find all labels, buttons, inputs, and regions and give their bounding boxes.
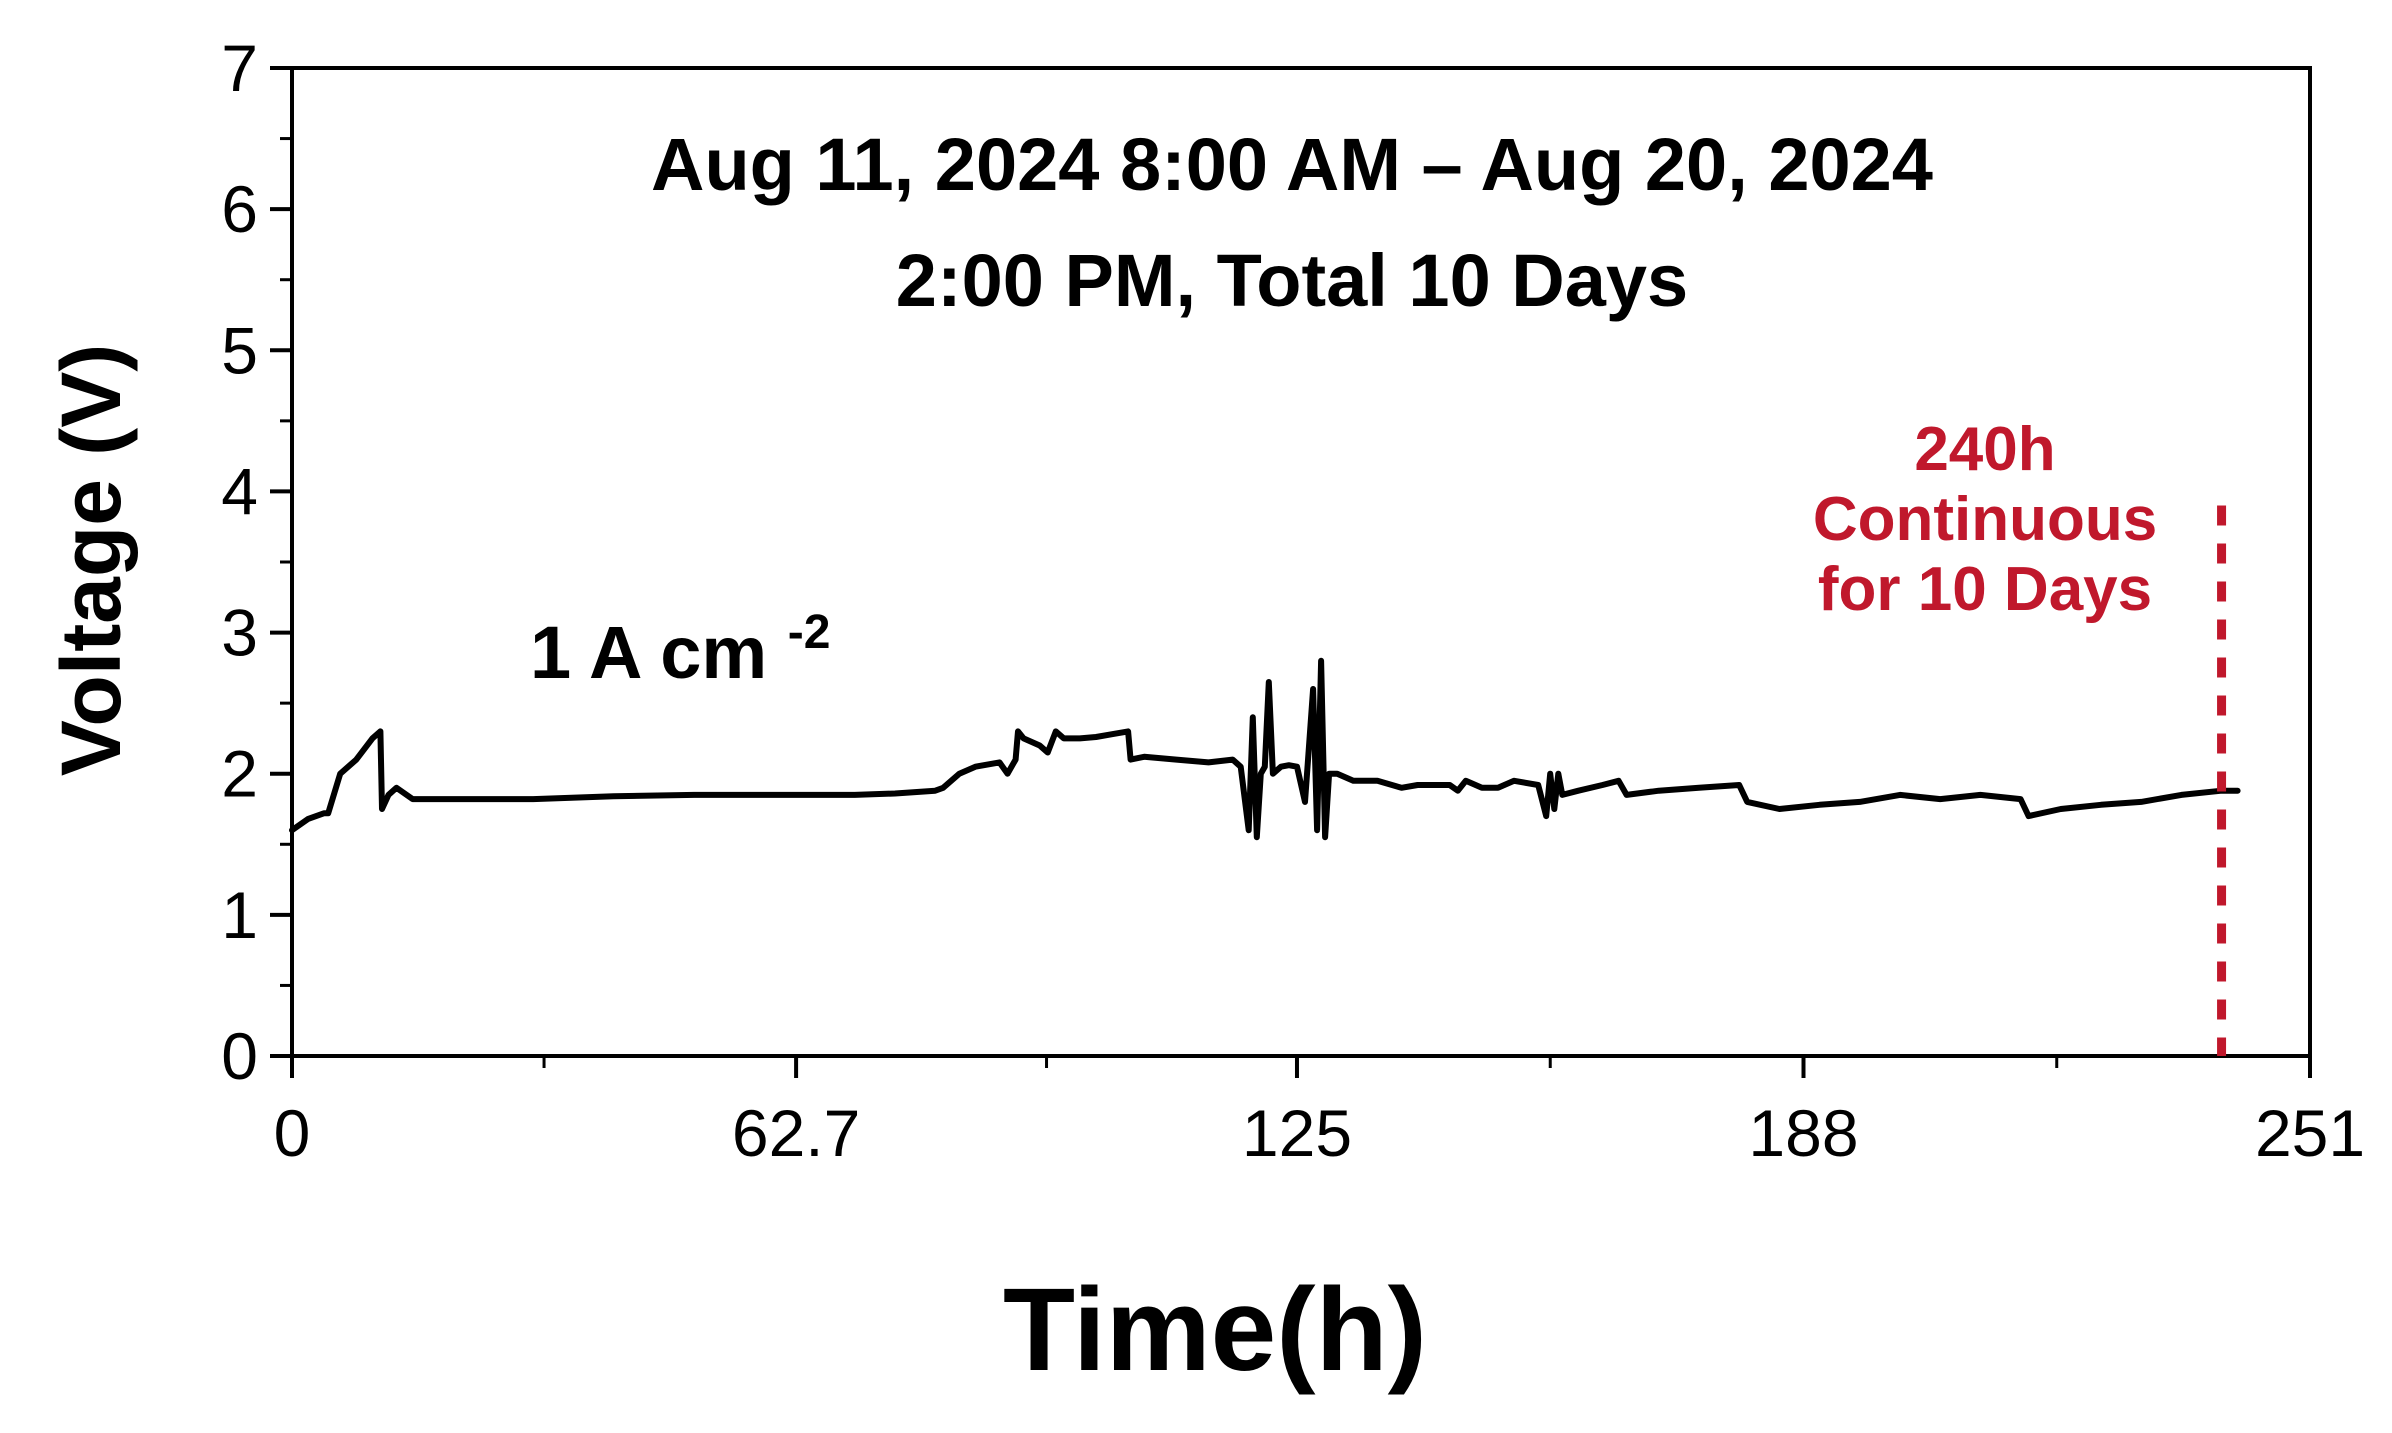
y-tick-label: 0 [221, 1019, 258, 1093]
annotation-text-line: Continuous [1813, 485, 2157, 554]
x-tick-label: 125 [1242, 1096, 1352, 1170]
x-tick-label: 62.7 [732, 1096, 860, 1170]
series-layer [289, 657, 2241, 841]
voltage-series-line [289, 657, 2241, 841]
y-tick-label: 7 [221, 31, 258, 105]
x-tick-label: 188 [1748, 1096, 1858, 1170]
y-tick-label: 2 [221, 737, 258, 811]
y-tick-label: 6 [221, 172, 258, 246]
chart-title: Aug 11, 2024 8:00 AM – Aug 20, 2024 2:00… [651, 123, 1933, 322]
current-density-main: 1 A cm [530, 611, 767, 694]
y-tick-label: 5 [221, 313, 258, 387]
current-density-superscript: -2 [788, 606, 831, 659]
y-axis-label: Voltage (V) [44, 344, 138, 776]
title-line-1: Aug 11, 2024 8:00 AM – Aug 20, 2024 [651, 123, 1933, 206]
x-axis: 0 62.7 125 188 251 [274, 1056, 2365, 1170]
y-tick-label: 4 [221, 454, 258, 528]
y-axis: 0 1 2 3 4 5 6 7 [221, 31, 292, 1093]
annotation-text-line: for 10 Days [1818, 555, 2152, 624]
x-axis-label: Time(h) [1003, 1264, 1427, 1396]
x-tick-label: 251 [2255, 1096, 2365, 1170]
x-tick-label: 0 [274, 1096, 311, 1170]
y-tick-label: 3 [221, 596, 258, 670]
y-tick-label: 1 [221, 878, 258, 952]
current-density-label: 1 A cm -2 [530, 606, 830, 694]
title-line-2: 2:00 PM, Total 10 Days [896, 239, 1688, 322]
annotation-text-line: 240h [1914, 415, 2055, 484]
